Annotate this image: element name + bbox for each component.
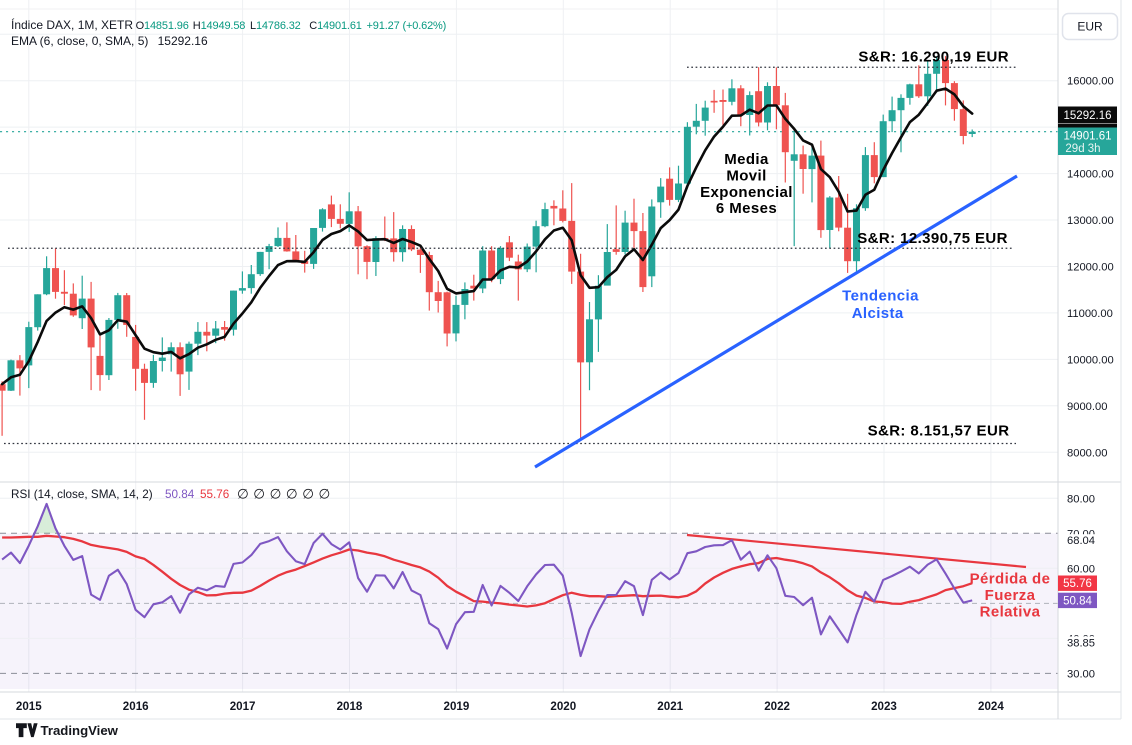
svg-text:6 Meses: 6 Meses	[716, 200, 777, 217]
svg-text:2019: 2019	[444, 700, 470, 713]
svg-text:10000.00: 10000.00	[1067, 354, 1114, 366]
svg-text:2020: 2020	[550, 700, 576, 713]
svg-text:TradingView: TradingView	[41, 723, 119, 738]
svg-text:80.00: 80.00	[1067, 493, 1095, 505]
svg-text:EMA (6, close, 0, SMA, 5)15292: EMA (6, close, 0, SMA, 5) 15292.16	[11, 34, 208, 48]
svg-text:Relativa: Relativa	[980, 604, 1041, 621]
svg-text:2015: 2015	[16, 700, 42, 713]
svg-text:Fuerza: Fuerza	[985, 587, 1036, 604]
svg-text:Media: Media	[724, 151, 769, 168]
svg-text:9000.00: 9000.00	[1067, 401, 1107, 413]
svg-text:12000.00: 12000.00	[1067, 262, 1114, 274]
svg-text:50.84: 50.84	[1063, 595, 1092, 607]
svg-text:2018: 2018	[337, 700, 363, 713]
svg-text:13000.00: 13000.00	[1067, 215, 1114, 227]
svg-text:Movil: Movil	[726, 168, 766, 185]
svg-text:15292.16: 15292.16	[1064, 110, 1112, 122]
svg-text:11000.00: 11000.00	[1067, 308, 1113, 320]
svg-text:2024: 2024	[978, 700, 1004, 713]
svg-text:S&R: 12.390,75 EUR: S&R: 12.390,75 EUR	[857, 230, 1008, 247]
svg-text:Alcista: Alcista	[852, 305, 904, 322]
svg-text:Tendencia: Tendencia	[842, 288, 919, 305]
svg-text:2021: 2021	[657, 700, 683, 713]
svg-text:29d 3h: 29d 3h	[1065, 143, 1100, 155]
svg-text:16000.00: 16000.00	[1067, 76, 1114, 88]
svg-text:55.76: 55.76	[1063, 578, 1092, 590]
svg-text:2017: 2017	[230, 700, 256, 713]
svg-text:2023: 2023	[871, 700, 897, 713]
svg-text:2016: 2016	[123, 700, 149, 713]
svg-text:Exponencial: Exponencial	[700, 184, 793, 201]
svg-text:EUR: EUR	[1077, 20, 1103, 34]
svg-text:∅∅∅∅∅∅: ∅ ∅ ∅ ∅ ∅ ∅	[237, 487, 331, 502]
svg-text:60.00: 60.00	[1067, 563, 1095, 575]
svg-text:S&R: 8.151,57 EUR: S&R: 8.151,57 EUR	[868, 423, 1010, 440]
svg-text:8000.00: 8000.00	[1067, 447, 1107, 459]
svg-text:RSI (14, close, SMA, 14, 2)50.: RSI (14, close, SMA, 14, 2) 50.84 55.76	[11, 488, 229, 501]
svg-text:Pérdida de: Pérdida de	[970, 571, 1051, 588]
svg-text:Índice DAX, 1M, XETR: Índice DAX, 1M, XETR	[11, 17, 133, 32]
svg-text:30.00: 30.00	[1067, 668, 1095, 680]
svg-text:38.85: 38.85	[1067, 637, 1095, 649]
svg-text:14901.61: 14901.61	[1064, 131, 1112, 143]
svg-text:S&R: 16.290,19 EUR: S&R: 16.290,19 EUR	[858, 48, 1009, 65]
svg-text:14000.00: 14000.00	[1067, 169, 1114, 181]
svg-text:2022: 2022	[764, 700, 790, 713]
svg-text:68.04: 68.04	[1067, 535, 1095, 547]
